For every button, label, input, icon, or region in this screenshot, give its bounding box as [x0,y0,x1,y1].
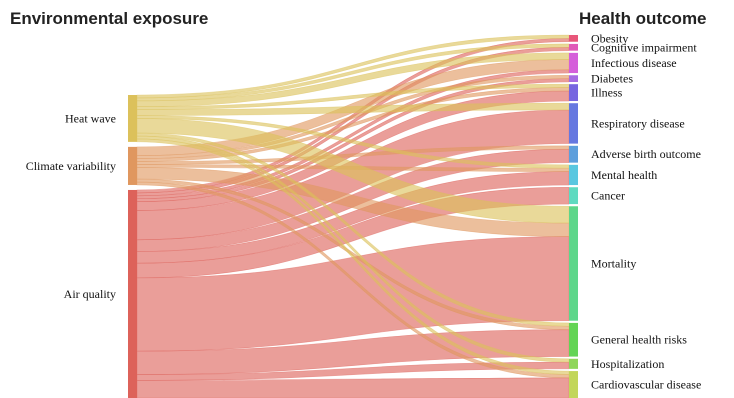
target-label-illness: Illness [591,86,623,100]
target-node-adverse-birth-outcome [569,145,578,163]
target-node-cognitive-impairment [569,43,578,51]
target-label-general-health-risks: General health risks [591,333,687,347]
target-label-mental-health: Mental health [591,168,657,182]
target-node-obesity [569,35,578,42]
target-node-hospitalization [569,358,578,369]
nodes-layer [128,35,578,398]
source-label-climate-variability: Climate variability [26,159,116,173]
target-label-hospitalization: Hospitalization [591,357,664,371]
target-node-respiratory-disease [569,103,578,144]
right-column-header: Health outcome [579,9,707,28]
target-label-adverse-birth-outcome: Adverse birth outcome [591,147,701,161]
target-label-respiratory-disease: Respiratory disease [591,116,685,130]
target-node-cancer [569,187,578,205]
target-label-cardiovascular-disease: Cardiovascular disease [591,378,701,392]
source-node-heat-wave [128,95,137,142]
target-label-cognitive-impairment: Cognitive impairment [591,40,697,54]
target-node-infectious-disease [569,52,578,74]
target-label-cancer: Cancer [591,189,625,203]
left-column-header: Environmental exposure [10,9,208,28]
target-node-diabetes [569,75,578,82]
target-label-infectious-disease: Infectious disease [591,56,677,70]
source-label-air-quality: Air quality [64,287,116,301]
target-label-obesity: Obesity [591,31,628,45]
source-node-climate-variability [128,146,137,185]
target-node-mortality [569,206,578,321]
source-node-air-quality [128,189,137,398]
target-node-cardiovascular-disease [569,371,578,398]
source-label-heat-wave: Heat wave [65,111,116,125]
link-air-quality-to-hospitalization [136,361,570,381]
target-node-general-health-risks [569,322,578,357]
target-node-mental-health [569,164,578,186]
link-air-quality-to-cardiovascular-disease [136,377,570,398]
target-label-mortality: Mortality [591,256,636,270]
links-layer [136,34,570,398]
target-label-diabetes: Diabetes [591,72,633,86]
target-node-illness [569,84,578,102]
labels-layer: Heat wave Climate variability Air quality O… [26,31,702,391]
